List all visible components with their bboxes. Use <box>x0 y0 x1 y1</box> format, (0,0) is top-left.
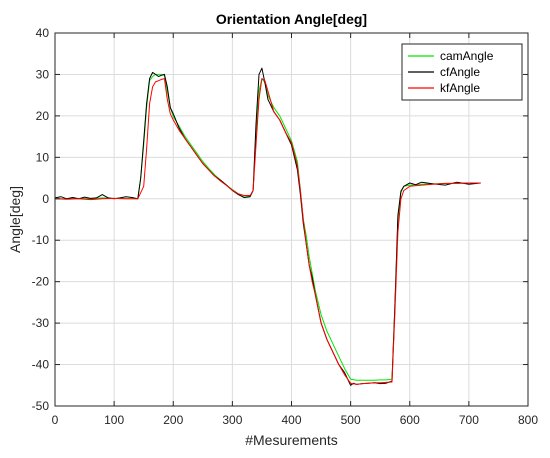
x-tick-label: 700 <box>459 413 479 427</box>
y-tick-label: 10 <box>36 150 50 164</box>
y-tick-label: 30 <box>36 67 50 81</box>
series-line-kfAngle <box>54 78 481 385</box>
y-tick-labels: 40 30 20 10 0 -10 -20 -30 -40 -50 <box>32 26 50 413</box>
y-tick-label: -30 <box>32 316 50 330</box>
legend: camAngle cfAngle kfAngle <box>401 43 523 101</box>
axis-ticks <box>54 32 529 407</box>
series-layer <box>54 67 481 386</box>
y-tick-label: -50 <box>32 399 50 413</box>
x-tick-label: 500 <box>341 413 361 427</box>
x-tick-label: 0 <box>52 413 59 427</box>
y-axis-title: Angle[deg] <box>7 186 23 253</box>
y-tick-label: 20 <box>36 109 50 123</box>
x-tick-label: 100 <box>104 413 124 427</box>
y-tick-label: 40 <box>36 26 50 40</box>
series-line-camAngle <box>55 73 481 381</box>
legend-label-cfAngle: cfAngle <box>440 65 480 79</box>
x-tick-label: 400 <box>281 413 301 427</box>
x-tick-label: 600 <box>400 413 420 427</box>
x-tick-label: 800 <box>518 413 538 427</box>
legend-label-camAngle: camAngle <box>440 49 494 63</box>
y-tick-label: -40 <box>32 358 50 372</box>
y-tick-label: 0 <box>42 192 49 206</box>
x-tick-label: 300 <box>222 413 242 427</box>
x-axis-title: #Mesurements <box>245 432 338 448</box>
chart-title: Orientation Angle[deg] <box>216 11 367 27</box>
y-tick-label: -20 <box>32 275 50 289</box>
x-tick-label: 200 <box>163 413 183 427</box>
legend-label-kfAngle: kfAngle <box>440 81 480 95</box>
x-tick-labels: 0 100 200 300 400 500 600 700 800 <box>52 413 539 427</box>
y-tick-label: -10 <box>32 233 50 247</box>
